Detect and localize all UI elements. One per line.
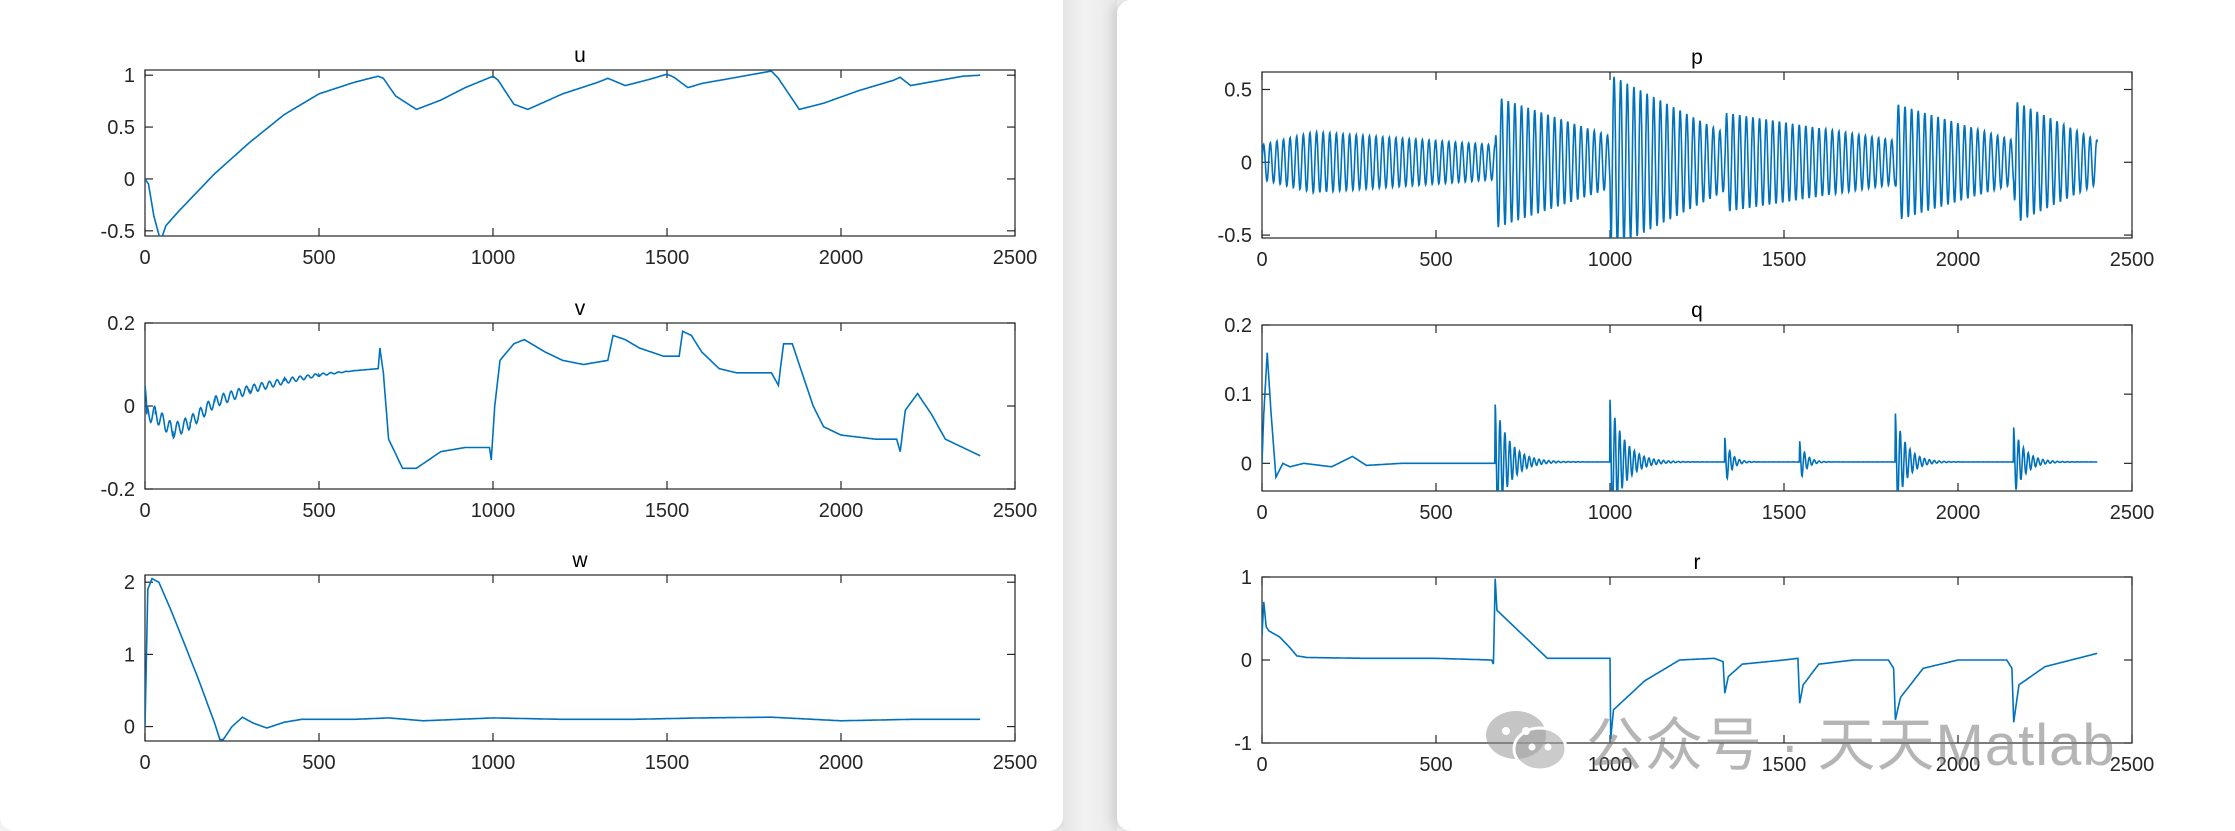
x-tick-label: 1000 — [471, 752, 516, 774]
y-tick-label: 0 — [1241, 650, 1252, 672]
x-tick-label: 500 — [1419, 502, 1452, 524]
x-tick-label: 2500 — [2110, 249, 2155, 271]
y-tick-label: 1 — [124, 65, 135, 87]
plot-v: v0 500 1000 1500 2000 2500-0.200.2 — [101, 297, 1038, 522]
axes-box — [144, 69, 1016, 237]
x-tick-label: 2000 — [819, 247, 864, 269]
x-tick-label: 0 — [139, 500, 150, 522]
x-tick-label: 2000 — [819, 752, 864, 774]
wechat-icon — [1486, 711, 1568, 772]
x-tick-label: 0 — [1256, 502, 1267, 524]
series-line-r — [1262, 578, 2098, 739]
chart-title: q — [1691, 299, 1703, 322]
y-tick-label: 0 — [124, 169, 135, 191]
chart-title: u — [574, 44, 586, 67]
y-tick-label: 0 — [1241, 152, 1252, 174]
y-tick-label: 0 — [1241, 453, 1252, 475]
x-tick-label: 1500 — [645, 247, 690, 269]
y-tick-label: 2 — [124, 572, 135, 594]
watermark: 公众号 · 天天Matlab — [1480, 700, 2116, 780]
x-tick-label: 1500 — [1762, 502, 1807, 524]
x-tick-label: 500 — [302, 752, 335, 774]
x-tick-label: 1000 — [1588, 249, 1633, 271]
chart-title: r — [1694, 551, 1701, 574]
x-tick-label: 500 — [1419, 249, 1452, 271]
y-tick-label: 0.1 — [1224, 384, 1252, 406]
x-tick-label: 2500 — [2110, 502, 2155, 524]
x-tick-label: 1500 — [645, 500, 690, 522]
x-tick-label: 2500 — [993, 247, 1038, 269]
series-line-p — [1262, 76, 2098, 238]
x-tick-label: 500 — [1419, 754, 1452, 776]
watermark-text: 公众号 · 天天Matlab — [1586, 713, 2116, 778]
axes-box — [144, 322, 1016, 490]
y-tick-label: -0.2 — [101, 479, 135, 501]
x-tick-label: 500 — [302, 247, 335, 269]
plot-p: p0 500 1000 1500 2000 2500-0.500.5 — [1218, 46, 2155, 271]
x-tick-label: 2500 — [2110, 754, 2155, 776]
y-tick-label: -0.5 — [101, 221, 135, 243]
x-tick-label: 1000 — [471, 247, 516, 269]
series-line-v — [145, 329, 981, 470]
x-tick-label: 0 — [139, 752, 150, 774]
chart-title: v — [575, 297, 586, 320]
x-tick-label: 2000 — [1936, 502, 1981, 524]
plot-r: r0 500 1000 1500 2000 2500-101 — [1234, 551, 2154, 776]
plot-w: w 0 500 1000 1500 2000 2500 0 1 2 — [124, 549, 1037, 774]
series-line-q — [1262, 352, 2098, 491]
y-tick-label: 1 — [124, 644, 135, 666]
x-tick-label: 1000 — [1588, 502, 1633, 524]
x-tick-label: 2000 — [1936, 754, 1981, 776]
x-tick-label: 0 — [139, 247, 150, 269]
axes-box — [1261, 71, 2133, 239]
y-tick-label: 0 — [124, 717, 135, 739]
x-tick-label: 500 — [302, 500, 335, 522]
x-tick-label: 2000 — [1936, 249, 1981, 271]
y-tick-label: 0 — [124, 396, 135, 418]
y-tick-label: 0.5 — [1224, 79, 1252, 101]
y-tick-label: 0.2 — [1224, 315, 1252, 337]
series-line-u — [145, 70, 981, 236]
series-line-w — [145, 577, 981, 741]
x-tick-label: 1500 — [1762, 249, 1807, 271]
plot-q: q 0 500 1000 1500 2000 2500 0 0.1 0.2 — [1224, 299, 2154, 524]
y-tick-label: -1 — [1234, 733, 1252, 755]
x-tick-label: 1000 — [1588, 754, 1633, 776]
x-tick-label: 2000 — [819, 500, 864, 522]
x-tick-label: 1500 — [645, 752, 690, 774]
x-tick-label: 1000 — [471, 500, 516, 522]
chart-title: w — [571, 549, 588, 572]
x-tick-label: 2500 — [993, 500, 1038, 522]
page-gutter — [1063, 0, 1117, 831]
x-tick-label: 2500 — [993, 752, 1038, 774]
x-tick-label: 0 — [1256, 754, 1267, 776]
x-tick-label: 1500 — [1762, 754, 1807, 776]
x-tick-label: 0 — [1256, 249, 1267, 271]
y-tick-label: 1 — [1241, 567, 1252, 589]
chart-title: p — [1691, 46, 1703, 69]
y-tick-label: 0.2 — [107, 313, 135, 335]
axes-box — [1261, 324, 2133, 492]
plot-u: u0 500 1000 1500 2000 2500-0.500.51 — [101, 44, 1038, 269]
y-tick-label: 0.5 — [107, 117, 135, 139]
axes-box — [144, 574, 1016, 742]
y-tick-label: -0.5 — [1218, 225, 1252, 247]
